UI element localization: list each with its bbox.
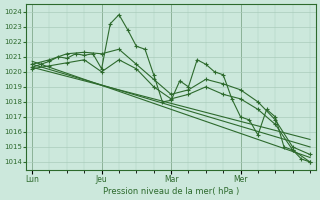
X-axis label: Pression niveau de la mer( hPa ): Pression niveau de la mer( hPa )	[103, 187, 239, 196]
